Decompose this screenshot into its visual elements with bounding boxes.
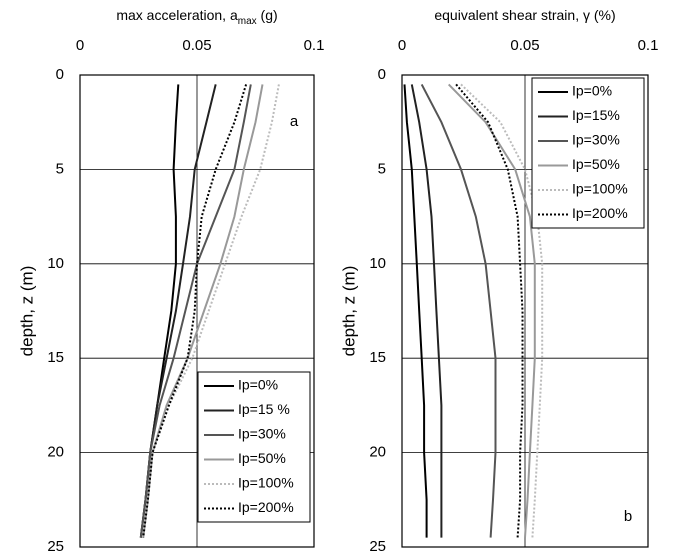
- legend-label: Ip=30%: [238, 426, 286, 442]
- y-tick-label: 0: [378, 66, 386, 83]
- x-tick-label: 0.05: [182, 37, 211, 54]
- x-tick-label: 0.1: [304, 37, 325, 54]
- data-line: [139, 84, 180, 538]
- plot-frame: [401, 74, 649, 548]
- y-tick-label: 5: [378, 160, 386, 177]
- x-tick-label: 0.05: [510, 37, 539, 54]
- legend-label: Ip=30%: [572, 132, 620, 148]
- x-axis-label-end: (g): [257, 7, 278, 23]
- y-tick-label: 20: [47, 444, 64, 461]
- x-axis-label-text: equivalent shear strain, γ (%): [434, 7, 615, 23]
- y-tick-label: 15: [47, 349, 64, 366]
- legend-box: [197, 371, 311, 523]
- data-line: [420, 83, 497, 538]
- x-tick-label: 0: [76, 37, 84, 54]
- legend-label: Ip=0%: [572, 83, 612, 99]
- data-line: [142, 84, 264, 538]
- y-axis-label: depth, z (m): [339, 266, 358, 357]
- legend-label: Ip=100%: [238, 475, 294, 491]
- data-line: [403, 84, 428, 538]
- y-tick-label: 10: [47, 255, 64, 272]
- plot-frame: [79, 74, 315, 548]
- data-line: [447, 83, 536, 538]
- panel-annotation: a: [290, 113, 299, 130]
- x-axis-label-text: max acceleration, a: [116, 7, 238, 23]
- x-axis-label: max acceleration, amax (g): [116, 7, 277, 27]
- legend-box: [531, 77, 645, 229]
- y-tick-label: 5: [56, 160, 64, 177]
- legend-label: Ip=100%: [572, 181, 628, 197]
- x-tick-label: 0.1: [638, 37, 659, 54]
- legend-label: Ip=15%: [572, 107, 620, 123]
- legend-label: Ip=200%: [238, 499, 294, 515]
- y-tick-label: 10: [369, 255, 386, 272]
- legend-label: Ip=50%: [572, 156, 620, 172]
- data-line: [455, 83, 524, 538]
- y-tick-label: 0: [56, 66, 64, 83]
- data-line: [410, 84, 443, 538]
- y-tick-label: 25: [369, 538, 386, 552]
- y-axis-label: depth, z (m): [17, 266, 36, 357]
- data-line: [139, 84, 252, 538]
- y-tick-label: 25: [47, 538, 64, 552]
- legend-label: Ip=15 %: [238, 401, 290, 417]
- x-axis-label: equivalent shear strain, γ (%): [434, 7, 615, 23]
- y-tick-label: 20: [369, 444, 386, 461]
- x-tick-label: 0: [398, 37, 406, 54]
- legend-label: Ip=200%: [572, 205, 628, 221]
- legend-label: Ip=50%: [238, 450, 286, 466]
- data-line: [460, 83, 544, 538]
- x-axis-label-sub: max: [238, 16, 257, 27]
- y-tick-label: 15: [369, 349, 386, 366]
- data-line: [142, 84, 280, 538]
- data-line: [142, 84, 248, 538]
- panel-annotation: b: [624, 508, 632, 525]
- legend-label: Ip=0%: [238, 377, 278, 393]
